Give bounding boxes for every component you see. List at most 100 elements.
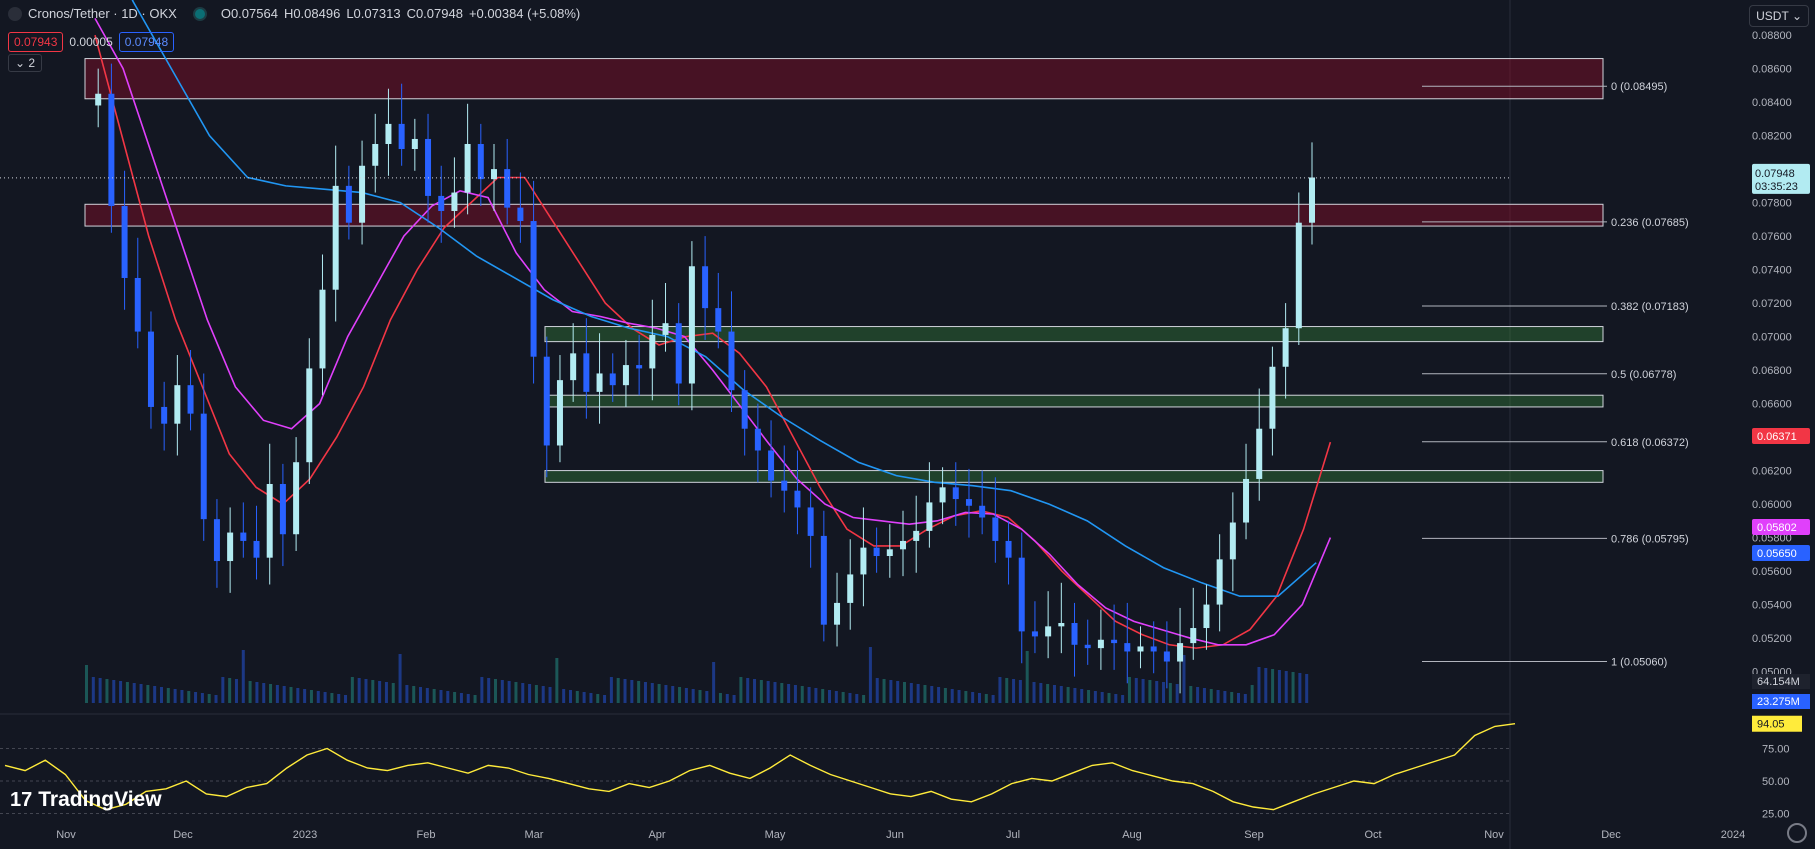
candle-body[interactable] (1031, 631, 1038, 637)
candle-body[interactable] (411, 138, 418, 150)
market-status-icon[interactable] (194, 8, 205, 19)
resistance-zone-1[interactable] (84, 203, 1604, 227)
candle-body[interactable] (187, 385, 194, 414)
candle-body[interactable] (1163, 651, 1170, 662)
candle-body[interactable] (1282, 328, 1289, 367)
candle-body[interactable] (1071, 623, 1078, 645)
candle-body[interactable] (556, 380, 563, 446)
candle-body[interactable] (1111, 639, 1118, 644)
candle-body[interactable] (253, 540, 260, 558)
candle-body[interactable] (847, 574, 854, 603)
candle-body[interactable] (834, 602, 841, 625)
candle-body[interactable] (293, 462, 300, 535)
candle-body[interactable] (95, 93, 102, 106)
candle-body[interactable] (820, 535, 827, 625)
candle-body[interactable] (438, 195, 445, 211)
candle-body[interactable] (1124, 643, 1131, 652)
candle-body[interactable] (807, 507, 814, 536)
candle-body[interactable] (240, 532, 247, 541)
candle-body[interactable] (530, 221, 537, 357)
candle-body[interactable] (543, 356, 550, 446)
candle-body[interactable] (1243, 478, 1250, 523)
candle-body[interactable] (266, 483, 273, 558)
candle-body[interactable] (1150, 646, 1157, 652)
candle-body[interactable] (781, 480, 788, 491)
candle-body[interactable] (662, 323, 669, 335)
candle-body[interactable] (372, 143, 379, 166)
sell-button[interactable]: 0.07943 (8, 32, 64, 52)
candle-body[interactable] (134, 277, 141, 332)
candle-body[interactable] (702, 266, 709, 309)
candle-body[interactable] (1295, 222, 1302, 329)
candle-body[interactable] (1097, 639, 1104, 649)
candle-body[interactable] (306, 368, 313, 463)
candle-body[interactable] (979, 505, 986, 518)
candle-body[interactable] (345, 185, 352, 223)
candle-body[interactable] (227, 532, 234, 562)
candle-body[interactable] (425, 138, 432, 196)
candle-body[interactable] (728, 331, 735, 391)
candle-body[interactable] (675, 323, 682, 384)
candle-body[interactable] (398, 123, 405, 150)
candle-body[interactable] (794, 490, 801, 508)
symbol-title[interactable]: Cronos/Tether · 1D · OKX (28, 6, 177, 21)
candle-body[interactable] (1269, 366, 1276, 429)
candle-body[interactable] (596, 373, 603, 392)
candle-body[interactable] (939, 487, 946, 503)
candle-body[interactable] (108, 93, 115, 206)
candle-body[interactable] (332, 185, 339, 290)
buy-button[interactable]: 0.07948 (118, 32, 175, 52)
candle-body[interactable] (1177, 643, 1184, 662)
candle-body[interactable] (1058, 623, 1065, 627)
support-zone-3[interactable] (544, 394, 1604, 408)
candle-body[interactable] (609, 373, 616, 386)
candle-body[interactable] (504, 169, 511, 208)
candle-body[interactable] (491, 169, 497, 180)
candle-body[interactable] (1005, 540, 1012, 558)
support-zone-4[interactable] (544, 470, 1604, 483)
candle-body[interactable] (622, 365, 629, 386)
candle-body[interactable] (1045, 626, 1052, 637)
candle-body[interactable] (754, 428, 761, 451)
candle-body[interactable] (965, 499, 972, 506)
candle-body[interactable] (583, 353, 590, 392)
candle-body[interactable] (213, 519, 220, 562)
candle-body[interactable] (715, 308, 722, 332)
candle-body[interactable] (913, 530, 920, 541)
candle-body[interactable] (1216, 559, 1223, 605)
candle-body[interactable] (1309, 177, 1315, 223)
candle-body[interactable] (385, 123, 392, 144)
candle-body[interactable] (161, 406, 168, 424)
candle-body[interactable] (121, 205, 128, 278)
candle-body[interactable] (886, 549, 893, 557)
candle-body[interactable] (636, 365, 643, 369)
candle-body[interactable] (649, 334, 656, 369)
candle-body[interactable] (359, 165, 366, 223)
indicators-toggle-button[interactable]: ⌄ 2 (8, 54, 43, 72)
candle-body[interactable] (1137, 646, 1144, 652)
candle-body[interactable] (464, 143, 471, 193)
resistance-zone-0[interactable] (84, 58, 1604, 100)
candle-body[interactable] (768, 450, 775, 481)
candle-body[interactable] (741, 390, 748, 429)
candle-body[interactable] (860, 547, 867, 575)
candle-body[interactable] (1229, 522, 1236, 560)
candle-body[interactable] (1190, 628, 1197, 644)
currency-select[interactable]: USDT ⌄ (1749, 5, 1809, 27)
candle-body[interactable] (1084, 644, 1091, 649)
candle-body[interactable] (451, 192, 458, 211)
candle-body[interactable] (992, 517, 999, 541)
candle-body[interactable] (200, 413, 207, 520)
candle-body[interactable] (477, 143, 484, 180)
candle-body[interactable] (1256, 428, 1263, 479)
candle-body[interactable] (517, 207, 524, 222)
candle-body[interactable] (174, 385, 181, 424)
candle-body[interactable] (319, 289, 326, 369)
candle-body[interactable] (1018, 557, 1025, 632)
candle-body[interactable] (873, 547, 880, 557)
candle-body[interactable] (926, 502, 933, 531)
candle-body[interactable] (279, 483, 286, 535)
candle-body[interactable] (952, 487, 959, 500)
candle-body[interactable] (147, 331, 154, 407)
